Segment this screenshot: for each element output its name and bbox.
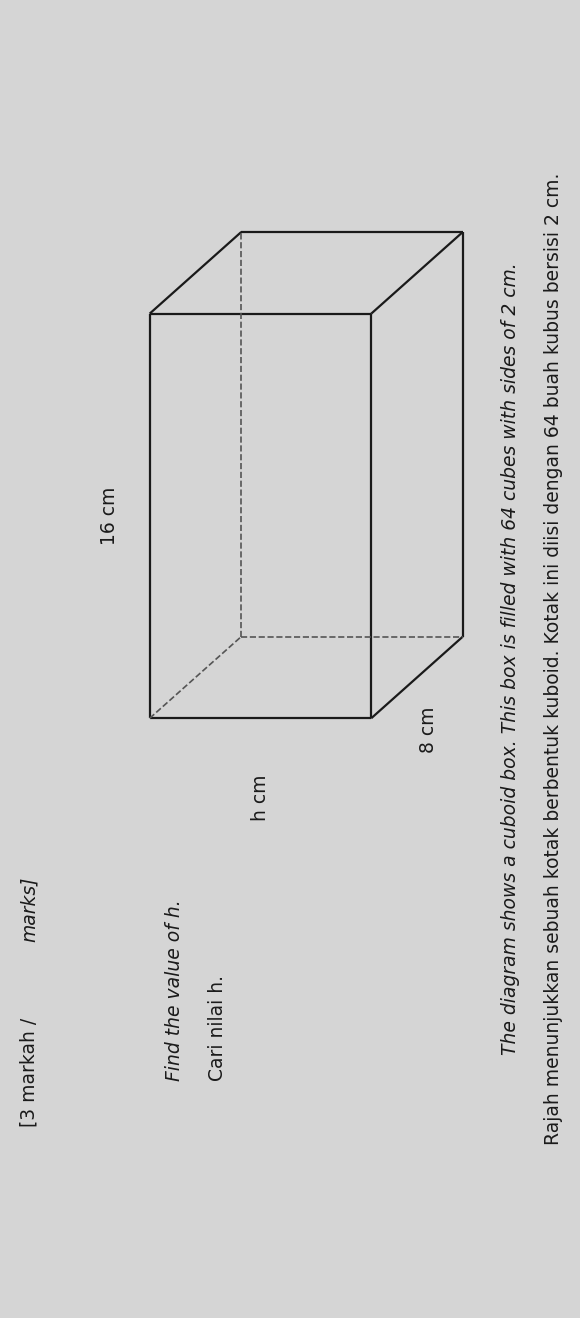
Text: marks]: marks] — [20, 876, 38, 942]
Text: Rajah menunjukkan sebuah kotak berbentuk kuboid. Kotak ini diisi dengan 64 buah : Rajah menunjukkan sebuah kotak berbentuk… — [545, 173, 563, 1145]
Text: h cm: h cm — [251, 774, 270, 821]
Text: Cari nilai h.: Cari nilai h. — [208, 975, 227, 1081]
Text: 16 cm: 16 cm — [100, 486, 118, 546]
Text: Find the value of h.: Find the value of h. — [165, 899, 183, 1081]
Text: The diagram shows a cuboid box. This box is filled with 64 cubes with sides of 2: The diagram shows a cuboid box. This box… — [501, 262, 520, 1056]
Text: [3 markah /: [3 markah / — [20, 1012, 38, 1127]
Text: 8 cm: 8 cm — [419, 706, 438, 754]
